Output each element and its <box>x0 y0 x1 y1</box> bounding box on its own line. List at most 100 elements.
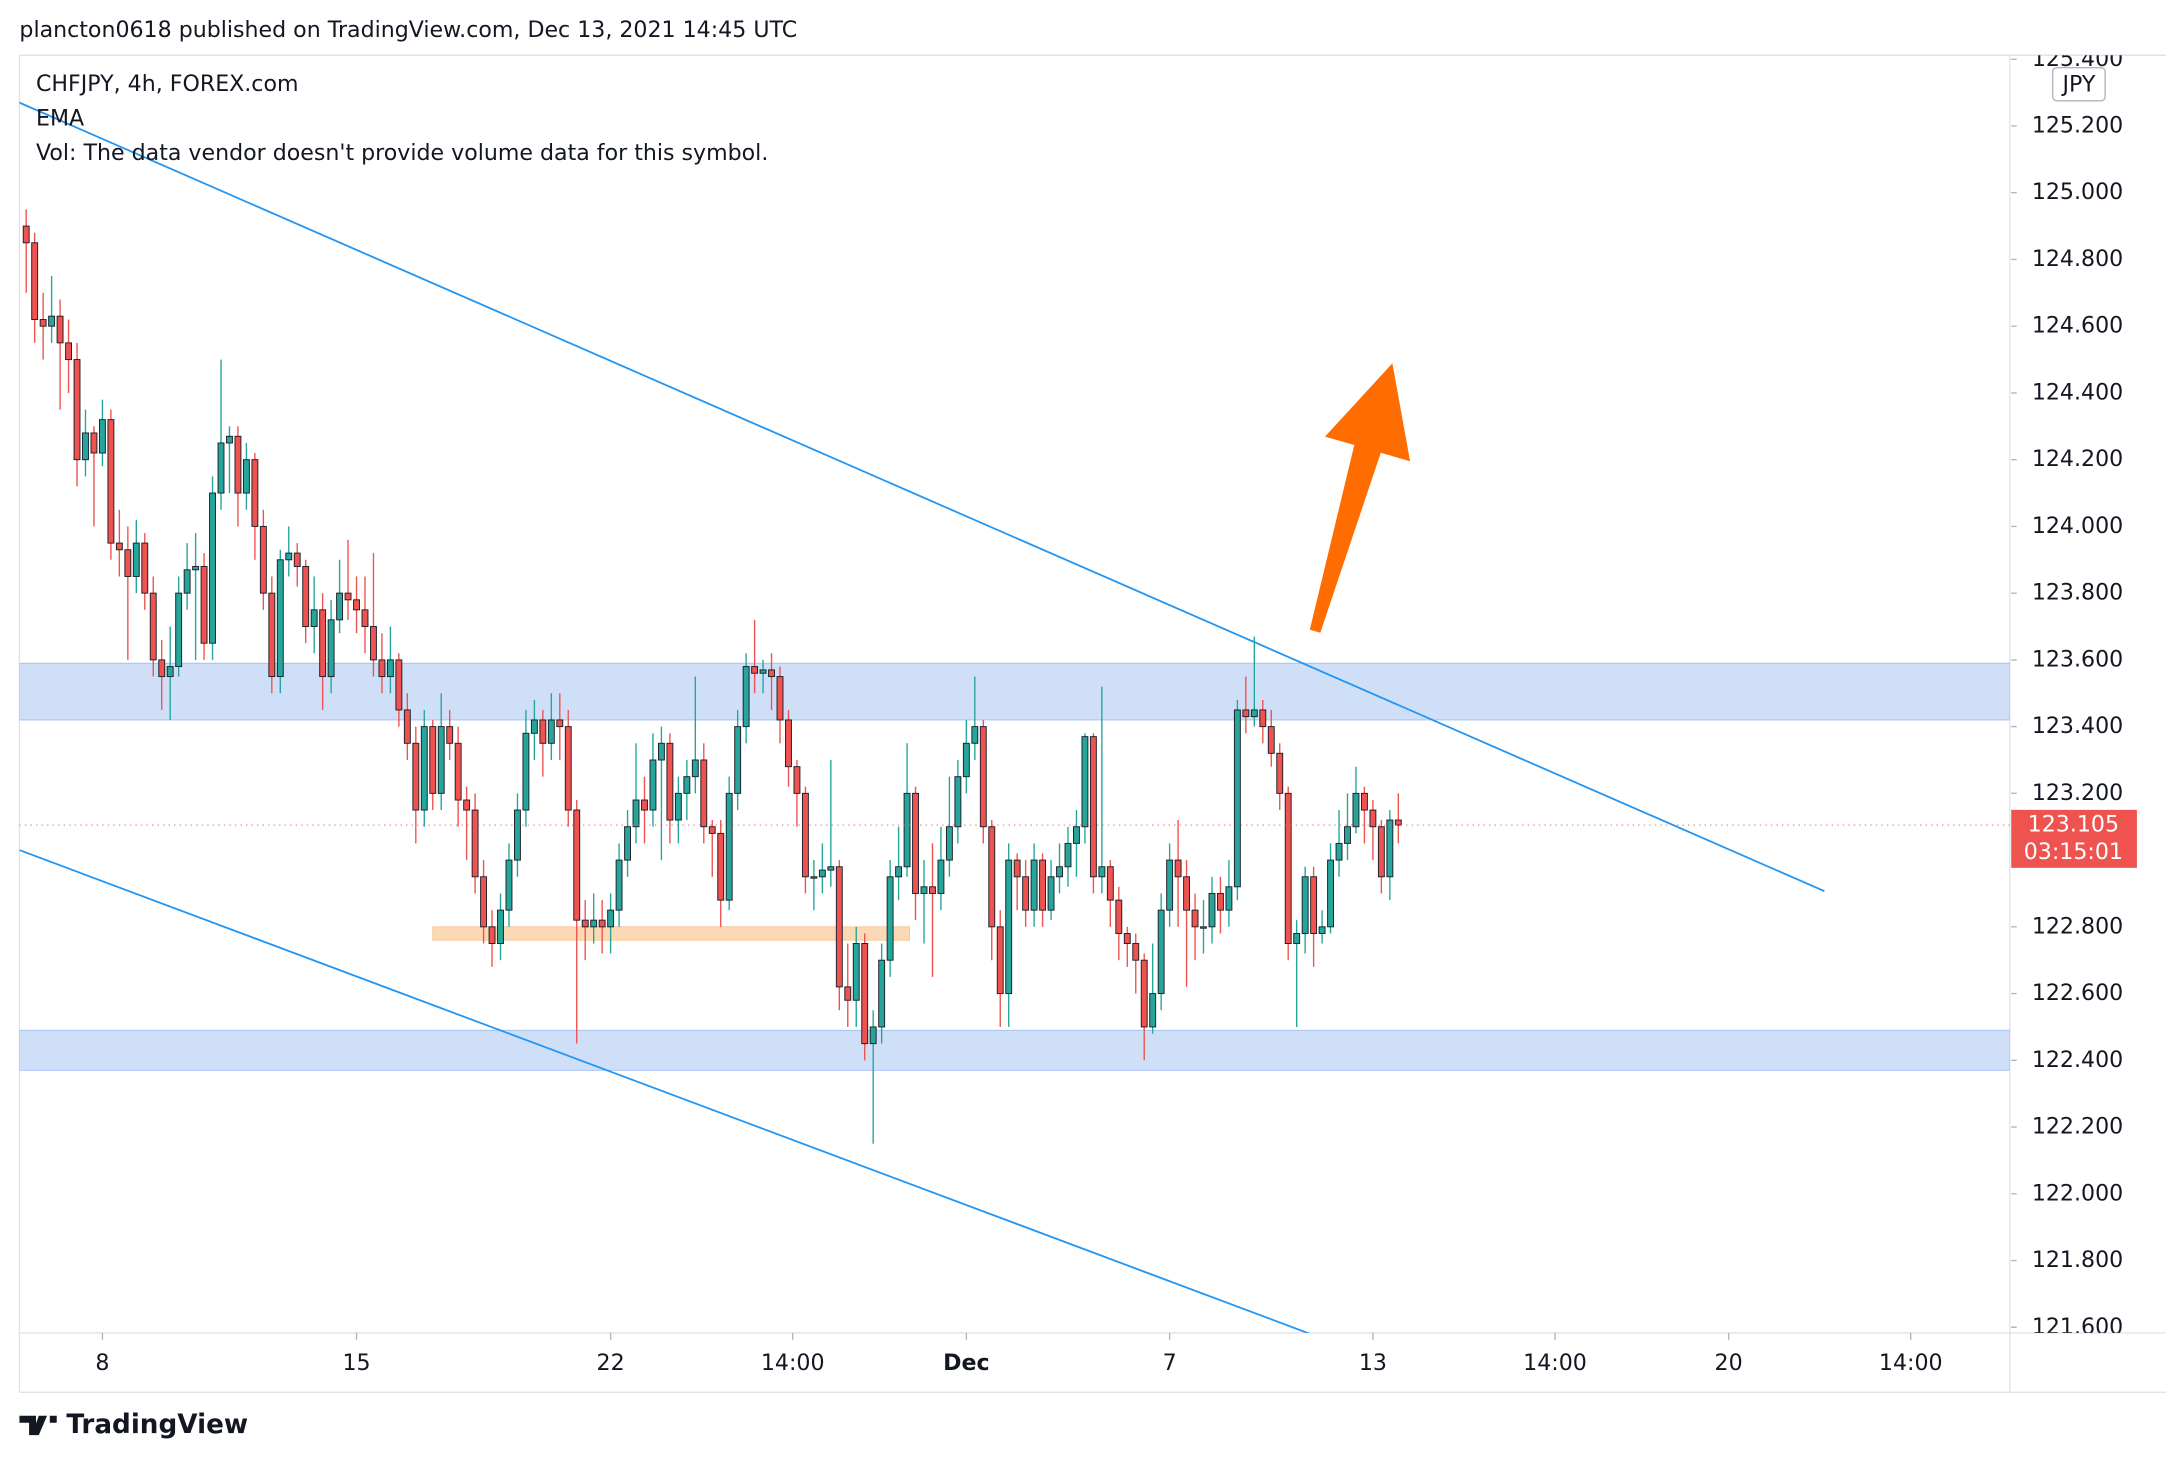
candle-body <box>598 919 606 928</box>
candle <box>785 709 792 787</box>
x-tick-label: Dec <box>943 1350 989 1376</box>
candle-body <box>742 666 750 728</box>
candle <box>183 543 191 610</box>
candle-body <box>1242 709 1250 718</box>
candle <box>310 576 318 654</box>
candle-body <box>1335 842 1343 861</box>
candle <box>1191 893 1199 961</box>
candle-body <box>56 315 64 344</box>
candle <box>149 576 157 677</box>
x-tick-label: 14:00 <box>1879 1350 1943 1376</box>
candle <box>505 843 513 927</box>
candle-body <box>1276 752 1284 794</box>
candle <box>251 453 259 560</box>
candle <box>861 933 869 1061</box>
y-tick-label: 121.600 <box>2032 1314 2123 1340</box>
candle-body <box>1233 709 1241 888</box>
candle <box>751 619 759 694</box>
candle-body <box>1360 792 1368 811</box>
candle-body <box>641 799 648 811</box>
plot-area <box>19 101 2010 1333</box>
candle-body <box>226 435 233 444</box>
level-band <box>432 926 911 941</box>
candle-body <box>1394 819 1402 826</box>
candle <box>920 860 928 944</box>
candle-body <box>471 809 479 878</box>
candle <box>107 409 115 560</box>
candle-body <box>276 559 284 678</box>
candle <box>98 399 106 467</box>
candle-body <box>1200 926 1207 929</box>
candle-body <box>1106 866 1114 901</box>
candle-body <box>1377 826 1385 878</box>
candle <box>209 476 216 660</box>
candle <box>598 900 606 954</box>
candle-body <box>903 792 911 868</box>
candle <box>844 943 852 1027</box>
candle <box>522 709 530 827</box>
candle <box>810 860 818 911</box>
currency-label: JPY <box>2060 71 2095 97</box>
candle <box>124 526 132 660</box>
candle-body <box>285 552 293 561</box>
candle-body <box>1352 792 1360 828</box>
y-tick-label: 123.800 <box>2032 580 2123 606</box>
candle-body <box>412 742 420 811</box>
candle <box>1250 636 1258 727</box>
candle-body <box>505 859 513 911</box>
price-axis: 121.600 121.800 122.000 122.200 122.400 122.6… <box>2011 55 2123 1340</box>
candle <box>200 553 208 660</box>
candle <box>1115 886 1123 961</box>
candle <box>929 843 936 977</box>
trendline <box>19 101 1825 892</box>
candle <box>48 276 56 343</box>
candle <box>497 893 504 961</box>
candle <box>1005 843 1013 1027</box>
candle <box>573 800 581 1044</box>
candle-body <box>564 726 572 811</box>
candle-body <box>73 359 81 461</box>
candle <box>1301 866 1309 954</box>
candle <box>302 559 310 644</box>
candle-body <box>556 719 564 728</box>
candle-body <box>632 799 640 828</box>
x-tick-label: 15 <box>342 1350 370 1376</box>
candle <box>1140 953 1148 1061</box>
zone <box>19 1029 2010 1071</box>
candle-body <box>1047 876 1055 911</box>
candle <box>336 559 344 634</box>
candle-body <box>539 719 547 744</box>
candle-body <box>1022 876 1030 911</box>
candle-body <box>768 669 775 678</box>
candle-body <box>1089 736 1097 878</box>
candle-body <box>497 909 504 944</box>
candle <box>1166 843 1174 927</box>
candle-body <box>1318 926 1326 934</box>
candle <box>31 232 39 343</box>
candle-body <box>259 525 267 594</box>
candle <box>1225 860 1233 927</box>
candle-body <box>1081 736 1089 828</box>
candle <box>708 820 716 877</box>
candle <box>22 209 30 293</box>
candle-body <box>175 592 183 668</box>
candle <box>827 759 835 887</box>
candle-body <box>1039 859 1047 911</box>
candle <box>1276 743 1284 811</box>
candle-body <box>353 599 360 611</box>
candle-body <box>1166 859 1174 911</box>
candle-body <box>835 866 843 988</box>
candle <box>912 786 919 921</box>
candle-body <box>666 742 674 821</box>
zone <box>19 662 2010 721</box>
candle-body <box>514 809 521 861</box>
candle <box>674 776 682 844</box>
candle <box>1344 793 1351 861</box>
candle-body <box>979 726 987 828</box>
candle <box>454 726 462 827</box>
candle <box>514 793 521 877</box>
candle <box>378 633 386 694</box>
candle-body <box>403 709 411 744</box>
candle-body <box>48 315 56 327</box>
